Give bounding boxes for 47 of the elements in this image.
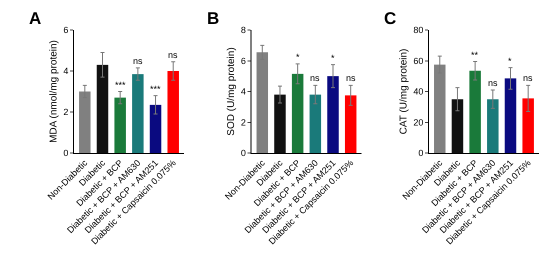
bar: [469, 70, 481, 153]
annotation: ns: [133, 56, 144, 66]
bar: [96, 64, 108, 153]
annotation: ***: [115, 80, 126, 90]
y-tick-label: 8: [240, 25, 246, 36]
y-tick-label: 2: [240, 117, 246, 128]
y-axis-title: SOD (U/mg protein): [226, 47, 237, 136]
annotation: *: [296, 52, 300, 62]
bar: [150, 104, 162, 153]
annotation: **: [471, 50, 478, 60]
annotation: *: [508, 56, 512, 66]
bar: [114, 98, 126, 153]
chart-title: C: [384, 9, 396, 28]
y-axis-title: MDA (nmol/mg protein): [48, 40, 60, 143]
bar: [167, 71, 179, 153]
y-tick-label: 80: [413, 25, 424, 36]
chart-title: B: [207, 9, 220, 28]
y-tick-label: 20: [413, 117, 424, 128]
annotation: ***: [150, 84, 162, 94]
bar: [292, 74, 304, 153]
bar: [452, 99, 464, 153]
annotation: *: [331, 53, 335, 63]
y-tick-label: 40: [413, 86, 424, 97]
y-tick-label: 2: [63, 107, 68, 118]
annotation: ns: [488, 78, 498, 88]
annotation: ns: [168, 50, 178, 60]
bar: [132, 74, 144, 153]
bar: [310, 94, 322, 153]
y-tick-label: 4: [240, 86, 246, 97]
bar: [487, 99, 499, 153]
annotation: ns: [523, 73, 534, 83]
y-tick-label: 0: [418, 148, 424, 158]
bar: [504, 78, 516, 153]
y-tick-label: 0: [63, 148, 68, 158]
annotation: ns: [310, 73, 320, 83]
y-tick-label: 0: [240, 148, 246, 158]
y-tick-label: 60: [413, 56, 424, 66]
annotation: ns: [346, 73, 356, 83]
bar: [344, 95, 356, 153]
chart-title: A: [29, 9, 42, 28]
bar: [522, 98, 534, 153]
y-tick-label: 6: [63, 25, 68, 36]
y-tick-label: 6: [240, 56, 246, 66]
bar: [274, 94, 286, 153]
bar: [327, 76, 339, 153]
y-axis-title: CAT (U/mg protein): [398, 48, 410, 134]
y-tick-label: 4: [63, 66, 68, 76]
